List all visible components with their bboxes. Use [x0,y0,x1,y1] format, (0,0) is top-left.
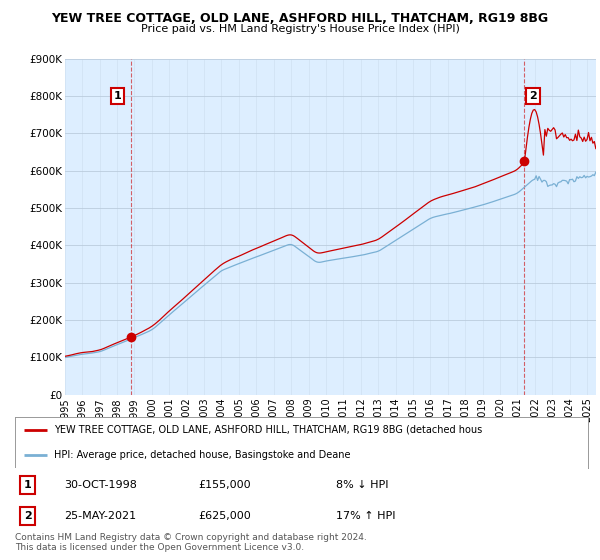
Text: 30-OCT-1998: 30-OCT-1998 [64,480,137,490]
Text: This data is licensed under the Open Government Licence v3.0.: This data is licensed under the Open Gov… [15,543,304,552]
Text: 1: 1 [24,480,31,490]
Text: £625,000: £625,000 [199,511,251,521]
Text: 2: 2 [529,91,537,101]
Text: HPI: Average price, detached house, Basingstoke and Deane: HPI: Average price, detached house, Basi… [54,450,350,460]
Text: 8% ↓ HPI: 8% ↓ HPI [336,480,388,490]
Text: YEW TREE COTTAGE, OLD LANE, ASHFORD HILL, THATCHAM, RG19 8BG: YEW TREE COTTAGE, OLD LANE, ASHFORD HILL… [52,12,548,25]
Text: 25-MAY-2021: 25-MAY-2021 [64,511,136,521]
Text: Contains HM Land Registry data © Crown copyright and database right 2024.: Contains HM Land Registry data © Crown c… [15,533,367,542]
Text: 2: 2 [24,511,31,521]
Text: Price paid vs. HM Land Registry's House Price Index (HPI): Price paid vs. HM Land Registry's House … [140,24,460,34]
Text: 17% ↑ HPI: 17% ↑ HPI [336,511,395,521]
Text: £155,000: £155,000 [199,480,251,490]
Text: YEW TREE COTTAGE, OLD LANE, ASHFORD HILL, THATCHAM, RG19 8BG (detached hous: YEW TREE COTTAGE, OLD LANE, ASHFORD HILL… [54,425,482,435]
Text: 1: 1 [113,91,121,101]
